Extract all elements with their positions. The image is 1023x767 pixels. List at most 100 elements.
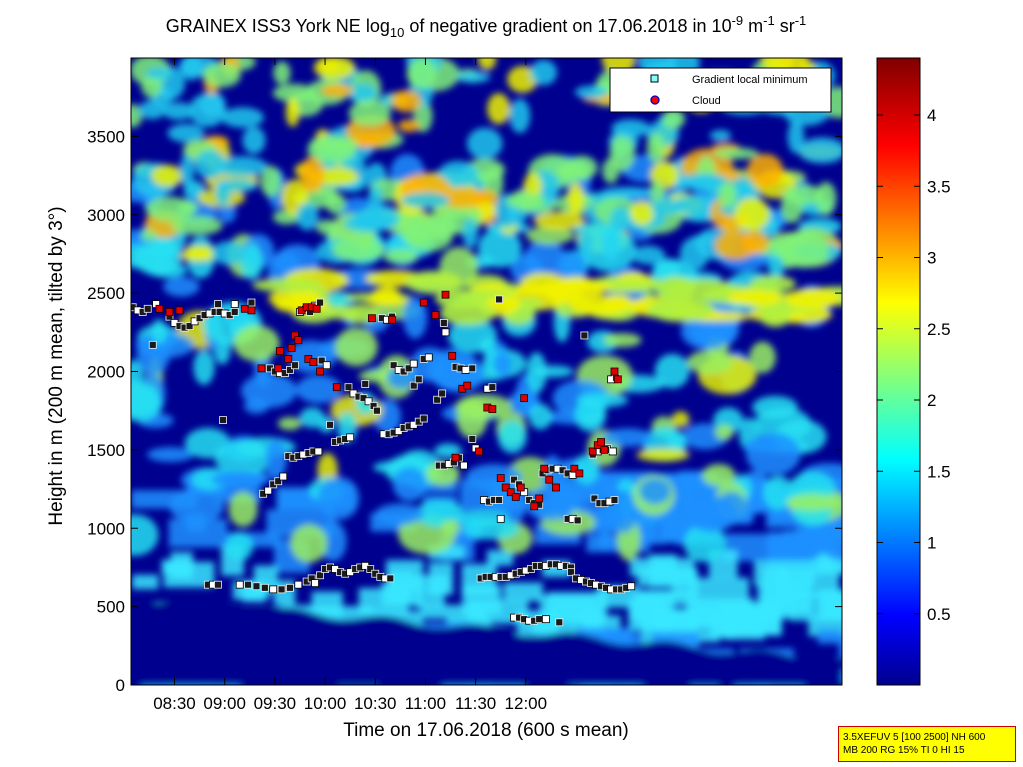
y-tick-label: 0 bbox=[116, 676, 125, 695]
cloud-marker bbox=[155, 304, 164, 313]
gradient-minimum-marker bbox=[468, 435, 477, 443]
cloud-marker bbox=[488, 405, 497, 414]
colorbar-tick-label: 0.5 bbox=[927, 605, 951, 624]
cloud-marker bbox=[610, 367, 619, 376]
gradient-minimum-marker bbox=[439, 319, 448, 327]
x-axis: 08:30 09:00 09:30 10:00 10:30 11:00 11:30 12:00 bbox=[153, 58, 547, 713]
gradient-minimum-marker bbox=[541, 615, 550, 624]
cloud-marker bbox=[545, 475, 554, 484]
cloud-marker bbox=[511, 492, 520, 501]
cloud-marker bbox=[419, 298, 428, 307]
processing-info-box: 3.5XEFUV 5 [100 2500] NH 600 MB 200 RG 1… bbox=[838, 726, 1016, 762]
cloud-marker bbox=[475, 447, 483, 456]
cloud-marker bbox=[451, 453, 460, 462]
gradient-minimum-marker bbox=[386, 574, 395, 583]
gradient-minimum-marker bbox=[438, 389, 447, 398]
cloud-marker bbox=[388, 315, 396, 324]
y-tick-label: 3000 bbox=[87, 206, 125, 225]
cloud-marker bbox=[540, 464, 549, 473]
gradient-minimum-marker bbox=[361, 380, 370, 388]
gradient-minimum-marker bbox=[148, 340, 157, 349]
gradient-minimum-marker bbox=[219, 416, 227, 424]
legend-label-minimum: Gradient local minimum bbox=[692, 74, 808, 86]
legend-label-cloud: Cloud bbox=[692, 95, 721, 107]
gradient-minimum-marker bbox=[495, 496, 503, 504]
y-tick-label: 2000 bbox=[87, 363, 125, 382]
gradient-minimum-marker bbox=[264, 486, 273, 495]
gradient-minimum-marker bbox=[580, 331, 589, 340]
cloud-marker bbox=[613, 375, 622, 384]
gradient-minimum-marker bbox=[366, 565, 375, 573]
cloud-marker bbox=[535, 494, 544, 503]
x-tick-label: 11:00 bbox=[405, 694, 446, 713]
cloud-marker bbox=[165, 308, 174, 316]
cloud-marker bbox=[575, 469, 584, 478]
cloud-marker bbox=[175, 306, 184, 315]
gradient-minimum-marker bbox=[291, 361, 299, 370]
gradient-minimum-marker bbox=[567, 568, 575, 577]
gradient-minimum-marker bbox=[269, 585, 278, 594]
gradient-minimum-marker bbox=[247, 298, 256, 307]
cloud-marker bbox=[368, 314, 376, 323]
colorbar-ticks: 0.5 1 1.5 2 2.5 3 3.5 4 bbox=[877, 106, 951, 624]
gradient-minimum-marker bbox=[277, 585, 286, 594]
x-tick-label: 09:30 bbox=[254, 694, 297, 713]
cloud-marker bbox=[316, 367, 324, 376]
colorbar-ramp bbox=[876, 57, 921, 686]
chart-title: GRAINEX ISS3 York NE log10 of negative g… bbox=[166, 13, 807, 40]
x-tick-label: 08:30 bbox=[153, 694, 196, 713]
gradient-minimum-marker bbox=[510, 475, 519, 484]
info-line-2: MB 200 RG 15% TI 0 HI 15 bbox=[843, 745, 965, 756]
y-tick-label: 3500 bbox=[87, 127, 125, 146]
gradient-minimum-marker bbox=[364, 397, 373, 406]
x-tick-label: 10:30 bbox=[354, 694, 397, 713]
cloud-marker bbox=[287, 344, 296, 352]
gradient-minimum-marker bbox=[286, 583, 294, 592]
colorbar-tick-label: 3 bbox=[927, 249, 936, 268]
gradient-minimum-marker bbox=[573, 516, 582, 525]
gradient-minimum-marker bbox=[495, 295, 503, 304]
colorbar: 0.5 1 1.5 2 2.5 3 3.5 4 bbox=[876, 57, 951, 686]
cloud-marker bbox=[520, 394, 529, 403]
gradient-minimum-marker bbox=[496, 514, 505, 523]
colorbar-tick-label: 4 bbox=[927, 106, 936, 125]
gradient-minimum-marker bbox=[468, 364, 477, 373]
gradient-minimum-marker bbox=[590, 494, 599, 503]
gradient-minimum-marker bbox=[260, 583, 269, 592]
cloud-marker bbox=[257, 364, 266, 373]
gradient-minimum-marker bbox=[143, 304, 152, 313]
cloud-marker bbox=[431, 311, 440, 319]
gradient-minimum-marker bbox=[346, 433, 355, 442]
cloud-marker bbox=[332, 383, 341, 392]
cloud-marker bbox=[448, 351, 457, 360]
gradient-minimum-marker bbox=[488, 383, 497, 392]
cloud-marker bbox=[240, 304, 249, 313]
x-axis-label: Time on 17.06.2018 (600 s mean) bbox=[343, 720, 629, 741]
gradient-minimum-marker bbox=[409, 381, 418, 390]
cloud-marker bbox=[501, 483, 510, 492]
colorbar-tick-label: 1 bbox=[927, 534, 936, 553]
y-tick-label: 2500 bbox=[87, 284, 125, 303]
info-line-1: 3.5XEFUV 5 [100 2500] NH 600 bbox=[843, 732, 986, 743]
x-tick-label: 09:00 bbox=[203, 694, 246, 713]
gradient-minimum-marker bbox=[344, 383, 353, 392]
cloud-marker bbox=[506, 488, 515, 497]
gradient-minimum-marker bbox=[230, 308, 239, 316]
gradient-minimum-marker bbox=[230, 300, 239, 308]
gradient-minimum-marker bbox=[214, 300, 222, 308]
gradient-minimum-marker bbox=[627, 582, 636, 591]
cloud-marker bbox=[284, 355, 293, 363]
gradient-minimum-marker bbox=[389, 361, 398, 370]
marker-layer bbox=[131, 290, 636, 627]
y-axis: 0 500 1000 1500 2000 2500 3000 3500 bbox=[87, 127, 842, 695]
gradient-minimum-marker bbox=[414, 375, 423, 384]
y-tick-label: 500 bbox=[97, 598, 125, 617]
gradient-minimum-marker bbox=[235, 580, 244, 589]
cloud-marker bbox=[530, 502, 539, 511]
gradient-minimum-marker bbox=[419, 414, 428, 423]
cloud-marker bbox=[274, 364, 283, 373]
cloud-marker bbox=[463, 381, 472, 390]
gradient-minimum-marker bbox=[433, 395, 442, 404]
colorbar-tick-label: 2.5 bbox=[927, 320, 951, 339]
